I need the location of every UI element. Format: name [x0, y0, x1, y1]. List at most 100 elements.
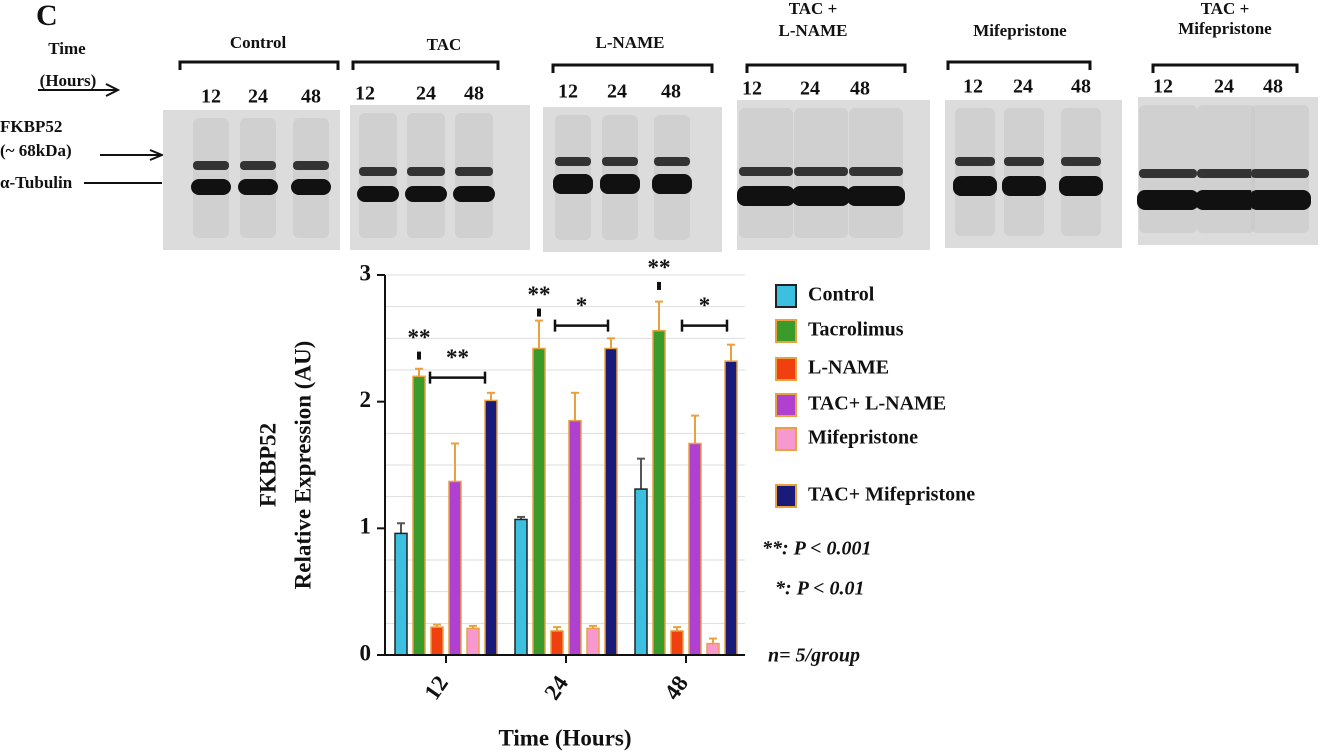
bar: [448, 480, 462, 656]
lane-label: 24: [416, 83, 436, 105]
note: **: P < 0.001: [762, 538, 872, 560]
blot-band-tubulin: [291, 179, 331, 195]
y-tick-label: 3: [360, 260, 372, 285]
blot-band-fkbp52: [555, 157, 591, 166]
blot-lane-smear: [955, 108, 995, 236]
bar: [430, 626, 444, 656]
significance-label: *: [699, 293, 711, 318]
group-label: L-NAME: [596, 33, 665, 52]
bar: [466, 627, 480, 656]
group-bracket: [178, 60, 340, 70]
blot-band-fkbp52: [955, 157, 995, 166]
blot-band-tubulin: [553, 174, 593, 194]
bar: [652, 329, 666, 656]
x-axis-label: Time (Hours): [498, 725, 631, 750]
legend-swatch: [775, 284, 797, 308]
x-tick-label: 24: [539, 671, 573, 705]
group-bracket: [946, 60, 1092, 70]
blot-band-fkbp52: [407, 167, 445, 176]
legend-swatch: [775, 427, 797, 451]
blot-band-fkbp52: [193, 161, 229, 170]
arrow-head: [149, 149, 165, 161]
time-label: (Hours): [40, 71, 97, 90]
significance-marker: **: [648, 255, 671, 280]
row-label: FKBP52: [0, 117, 62, 136]
lane-label: 12: [201, 86, 221, 108]
blot-band-tubulin: [847, 186, 905, 206]
legend-label: Tacrolimus: [808, 319, 904, 341]
panel-label: C: [36, 0, 58, 32]
blot-band-tubulin: [1002, 176, 1046, 196]
note: n= 5/group: [768, 645, 860, 667]
y-tick-label: 2: [360, 387, 372, 412]
blot-lane-smear: [1004, 108, 1044, 236]
group-label: TAC +: [789, 0, 838, 18]
legend-label: TAC+ L-NAME: [808, 393, 946, 415]
blot-band-tubulin: [1137, 190, 1199, 210]
lane-label: 12: [558, 81, 578, 103]
blot-band-tubulin: [191, 179, 231, 195]
group-bracket: [551, 63, 714, 73]
lane-label: 12: [963, 76, 983, 98]
bar: [586, 627, 600, 656]
lane-label: 48: [850, 78, 870, 100]
lane-label: 24: [1013, 76, 1033, 98]
blot-band-tubulin: [600, 174, 640, 194]
significance-marker: **: [528, 282, 551, 307]
x-tick-label: 12: [419, 671, 453, 704]
arrow-head: [105, 83, 121, 97]
y-tick-label: 0: [360, 640, 372, 665]
lane-label: 48: [1071, 76, 1091, 98]
legend-label: Control: [808, 284, 875, 306]
lane-label: 24: [1214, 76, 1234, 98]
legend-label: Mifepristone: [808, 427, 918, 449]
lane-label: 48: [661, 81, 681, 103]
legend-label: TAC+ Mifepristone: [808, 484, 975, 506]
blot-band-tubulin: [238, 179, 278, 195]
lane-label: 12: [1153, 76, 1173, 98]
blot-band-fkbp52: [359, 167, 397, 176]
group-bracket: [745, 63, 907, 73]
group-label: Control: [230, 33, 287, 52]
legend-swatch: [775, 319, 797, 343]
group-bracket: [1151, 63, 1299, 73]
lane-label: 24: [800, 78, 820, 100]
bar: [670, 630, 684, 656]
group-bracket: [351, 60, 500, 70]
lane-label: 24: [248, 86, 268, 108]
blot-band-tubulin: [652, 174, 692, 194]
lane-label: 12: [742, 78, 762, 100]
bar: [412, 375, 426, 656]
blot-band-tubulin: [792, 186, 850, 206]
legend-swatch: [775, 357, 797, 381]
blot-band-tubulin: [953, 176, 997, 196]
legend-swatch: [775, 484, 797, 508]
y-axis-label: Relative Expression (AU): [290, 341, 315, 590]
blot-band-tubulin: [1059, 176, 1103, 196]
blot-lane-smear: [240, 118, 276, 238]
legend-swatch: [775, 393, 797, 417]
group-label: TAC +: [1201, 0, 1250, 18]
bar: [484, 399, 498, 656]
x-tick-label: 48: [659, 671, 693, 704]
blot-lane-smear: [293, 118, 329, 238]
blot-band-fkbp52: [1197, 169, 1255, 178]
bar: [550, 630, 564, 656]
lane-label: 48: [301, 86, 321, 108]
blot-band-fkbp52: [849, 167, 903, 176]
blot-band-tubulin: [737, 186, 795, 206]
blot-band-tubulin: [1249, 190, 1311, 210]
significance-label: **: [446, 345, 469, 370]
lane-label: 48: [464, 83, 484, 105]
bar: [634, 488, 648, 656]
blot-band-fkbp52: [293, 161, 329, 170]
note: *: P < 0.01: [775, 578, 865, 600]
blot-band-fkbp52: [455, 167, 493, 176]
blot-band-fkbp52: [240, 161, 276, 170]
y-axis-label: FKBP52: [255, 423, 280, 507]
blot-band-tubulin: [357, 186, 399, 202]
bar: [568, 419, 582, 656]
blot-band-fkbp52: [1004, 157, 1044, 166]
lane-label: 12: [355, 83, 375, 105]
